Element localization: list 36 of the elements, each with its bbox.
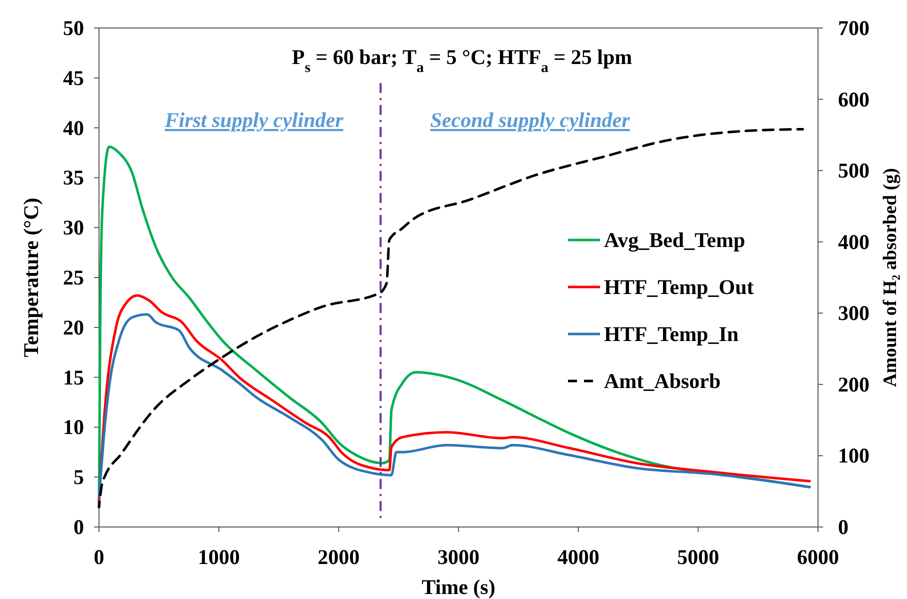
y2-axis-title: Amount of H₂ absorbed (g): [880, 168, 901, 387]
y-axis-title: Temperature (°C): [19, 198, 43, 358]
y-tick-label: 35: [63, 166, 84, 190]
y-tick-label: 15: [63, 365, 84, 390]
y2-tick-label: 100: [838, 444, 870, 468]
y2-tick-label: 400: [838, 230, 870, 254]
legend-label: Amt_Absorb: [604, 369, 721, 393]
x-tick-label: 3000: [438, 545, 480, 569]
y2-tick-label: 500: [838, 158, 870, 183]
x-tick-label: 6000: [797, 545, 839, 569]
x-tick-label: 4000: [557, 545, 600, 569]
y-tick-label: 40: [63, 116, 84, 140]
x-tick-label: 1000: [198, 545, 240, 569]
y2-tick-label: 600: [838, 87, 870, 112]
annotation: Second supply cylinder: [430, 108, 631, 132]
y-tick-label: 20: [63, 315, 84, 340]
x-tick-label: 0: [94, 545, 104, 569]
x-axis-title: Time (s): [422, 575, 496, 599]
y-tick-label: 5: [74, 465, 84, 490]
y-tick-label: 25: [63, 266, 84, 290]
y-tick-label: 0: [74, 515, 84, 539]
y2-tick-label: 700: [838, 16, 870, 40]
y-tick-label: 50: [63, 16, 84, 40]
legend-label: HTF_Temp_Out: [604, 275, 754, 299]
y2-tick-label: 200: [838, 372, 870, 396]
legend-label: HTF_Temp_In: [604, 322, 739, 346]
text: P$_{s}$ = 60 bar; T$_{a}$ = 5 °C; HTF$_{a}$ = 25 lpm: [292, 45, 633, 76]
x-tick-label: 5000: [677, 545, 720, 569]
x-tick-label: 2000: [318, 545, 360, 569]
legend-label: Avg_Bed_Temp: [604, 228, 746, 252]
y-tick-label: 45: [63, 66, 84, 90]
y2-tick-label: 0: [838, 515, 848, 539]
annotation: First supply cylinder: [164, 108, 344, 132]
y-tick-label: 10: [63, 415, 84, 440]
y-tick-label: 30: [63, 216, 84, 240]
y2-tick-label: 300: [838, 301, 870, 326]
